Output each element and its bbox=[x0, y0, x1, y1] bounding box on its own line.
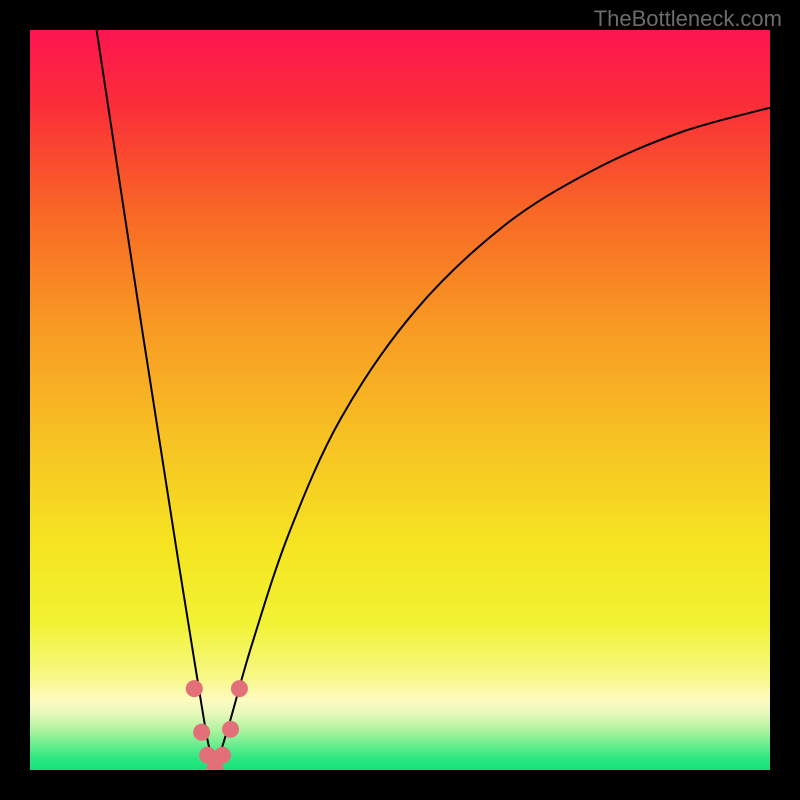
watermark-text: TheBottleneck.com bbox=[594, 6, 782, 32]
marker-dot bbox=[186, 680, 203, 697]
marker-dot bbox=[231, 680, 248, 697]
chart-curve bbox=[30, 30, 770, 770]
marker-dot bbox=[222, 721, 239, 738]
marker-dot bbox=[214, 747, 231, 764]
plot-area bbox=[30, 30, 770, 770]
marker-dot bbox=[193, 724, 210, 741]
